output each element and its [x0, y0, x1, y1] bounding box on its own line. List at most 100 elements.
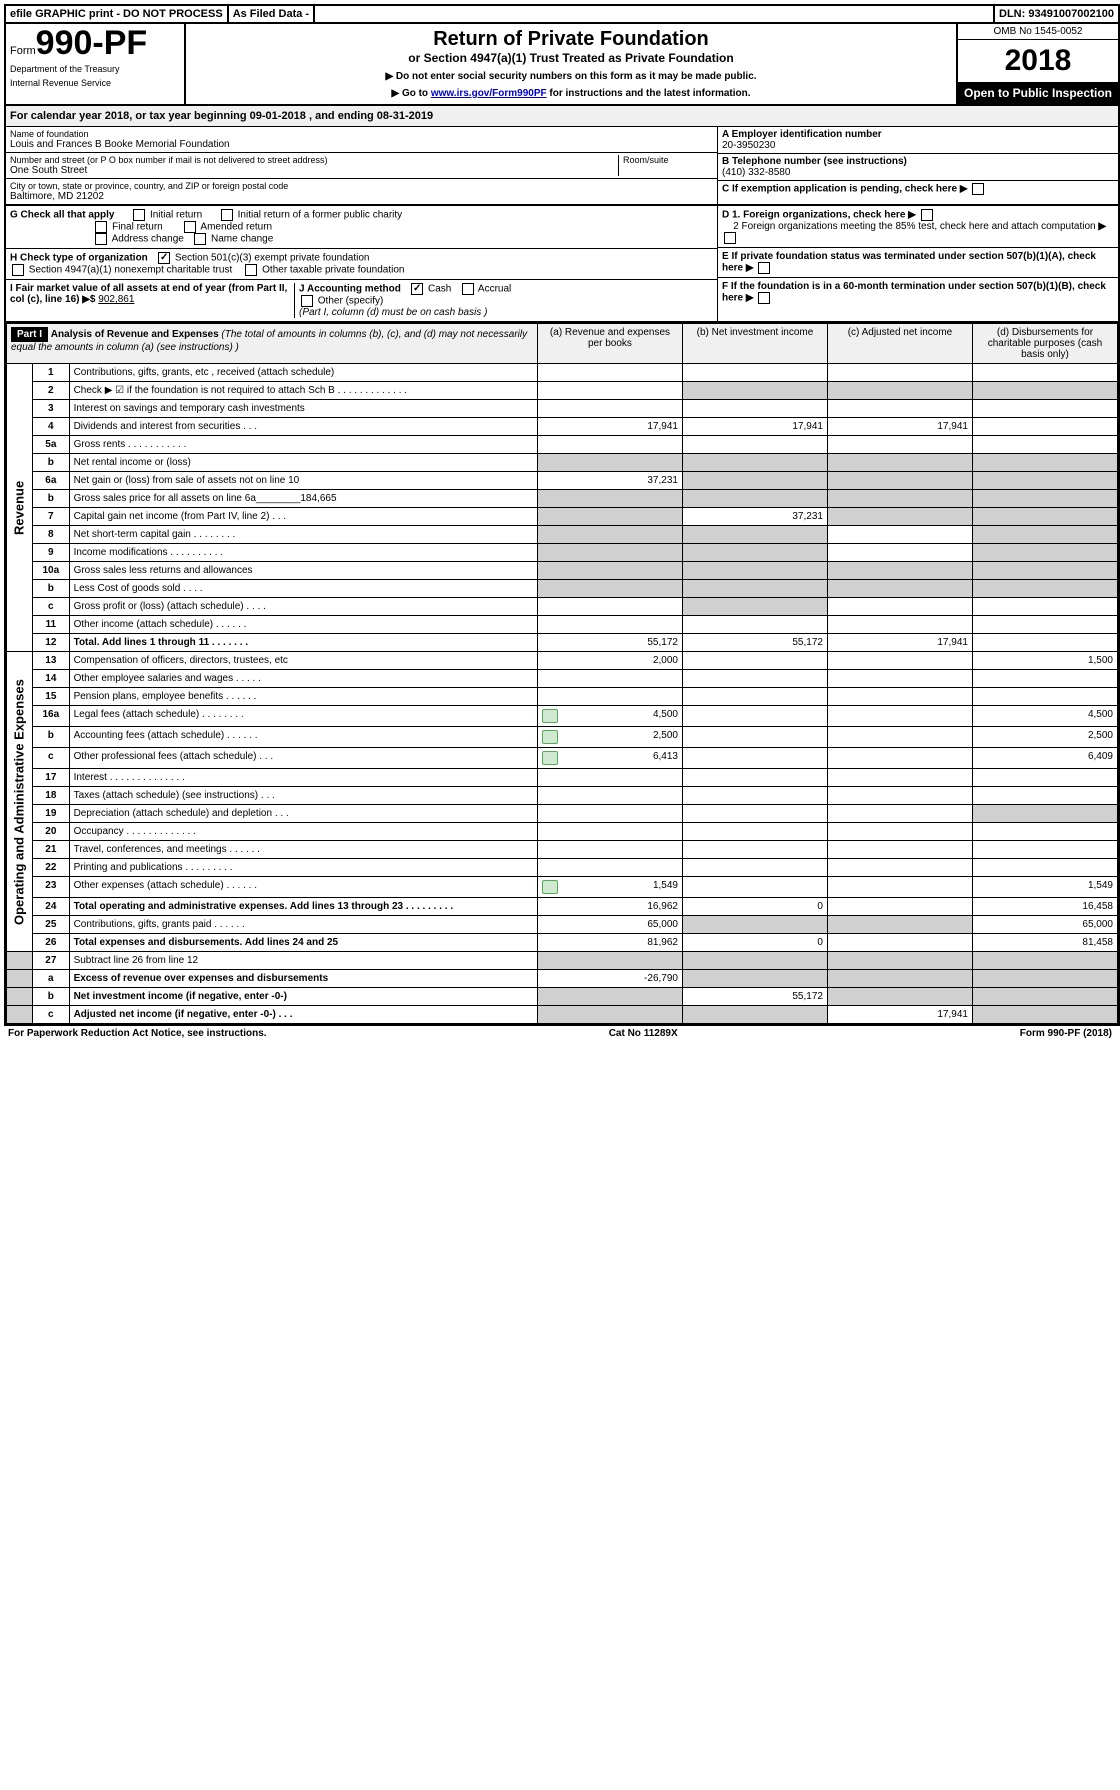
- h1-checkbox[interactable]: ✓: [158, 252, 170, 264]
- line-description: Excess of revenue over expenses and disb…: [69, 970, 537, 988]
- value-cell: [827, 508, 972, 526]
- value-cell: [682, 748, 827, 769]
- value-cell: [682, 652, 827, 670]
- line-description: Other expenses (attach schedule) . . . .…: [69, 877, 537, 898]
- line-number: 23: [33, 877, 70, 898]
- line-description: Gross sales price for all assets on line…: [69, 490, 537, 508]
- city-state-zip: Baltimore, MD 21202: [10, 191, 713, 202]
- value-cell: 6,413: [537, 748, 682, 769]
- value-cell: [537, 988, 682, 1006]
- table-row: 5aGross rents . . . . . . . . . . .: [7, 436, 1118, 454]
- value-cell: [537, 1006, 682, 1024]
- table-row: bNet investment income (if negative, ent…: [7, 988, 1118, 1006]
- value-cell: 37,231: [682, 508, 827, 526]
- entity-info: Name of foundation Louis and Frances B B…: [6, 127, 1118, 206]
- phone: (410) 332-8580: [722, 167, 1114, 178]
- info-right: A Employer identification number 20-3950…: [717, 127, 1118, 204]
- value-cell: [682, 562, 827, 580]
- schedule-icon[interactable]: [542, 730, 558, 744]
- line-description: Other employee salaries and wages . . . …: [69, 670, 537, 688]
- line-number: a: [33, 970, 70, 988]
- form-header: Form990-PF Department of the Treasury In…: [6, 24, 1118, 106]
- line-description: Less Cost of goods sold . . . .: [69, 580, 537, 598]
- value-cell: [682, 787, 827, 805]
- value-cell: 55,172: [537, 634, 682, 652]
- table-row: 4Dividends and interest from securities …: [7, 418, 1118, 436]
- table-row: bLess Cost of goods sold . . . .: [7, 580, 1118, 598]
- cash-checkbox[interactable]: ✓: [411, 283, 423, 295]
- value-cell: [972, 670, 1117, 688]
- line-number: 15: [33, 688, 70, 706]
- line-description: Total. Add lines 1 through 11 . . . . . …: [69, 634, 537, 652]
- line-description: Net gain or (loss) from sale of assets n…: [69, 472, 537, 490]
- value-cell: [972, 634, 1117, 652]
- value-cell: 4,500: [537, 706, 682, 727]
- value-cell: [827, 841, 972, 859]
- line-description: Check ▶ ☑ if the foundation is not requi…: [69, 382, 537, 400]
- dept-irs: Internal Revenue Service: [10, 78, 180, 88]
- inst-2: ▶ Go to www.irs.gov/Form990PF for instru…: [190, 88, 952, 99]
- table-row: 7Capital gain net income (from Part IV, …: [7, 508, 1118, 526]
- value-cell: [682, 670, 827, 688]
- value-cell: [827, 472, 972, 490]
- inst-1: ▶ Do not enter social security numbers o…: [190, 71, 952, 82]
- line-description: Accounting fees (attach schedule) . . . …: [69, 727, 537, 748]
- checks-right: D 1. Foreign organizations, check here ▶…: [717, 206, 1118, 321]
- form-990pf: efile GRAPHIC print - DO NOT PROCESS As …: [4, 4, 1120, 1026]
- efile-notice: efile GRAPHIC print - DO NOT PROCESS: [6, 6, 229, 22]
- line-number: 20: [33, 823, 70, 841]
- form-ref: Form 990-PF (2018): [1020, 1028, 1112, 1039]
- line-number: 3: [33, 400, 70, 418]
- irs-link[interactable]: www.irs.gov/Form990PF: [431, 88, 547, 99]
- col-a-header: (a) Revenue and expenses per books: [537, 324, 682, 364]
- value-cell: [972, 382, 1117, 400]
- table-row: 18Taxes (attach schedule) (see instructi…: [7, 787, 1118, 805]
- schedule-icon[interactable]: [542, 709, 558, 723]
- value-cell: [827, 916, 972, 934]
- value-cell: [682, 544, 827, 562]
- analysis-table: Part I Analysis of Revenue and Expenses …: [6, 323, 1118, 1024]
- schedule-icon[interactable]: [542, 880, 558, 894]
- table-row: bAccounting fees (attach schedule) . . .…: [7, 727, 1118, 748]
- value-cell: [537, 436, 682, 454]
- value-cell: [682, 400, 827, 418]
- line-number: b: [33, 454, 70, 472]
- table-row: cGross profit or (loss) (attach schedule…: [7, 598, 1118, 616]
- table-row: 22Printing and publications . . . . . . …: [7, 859, 1118, 877]
- line-description: Travel, conferences, and meetings . . . …: [69, 841, 537, 859]
- value-cell: [682, 616, 827, 634]
- line-number: c: [33, 1006, 70, 1024]
- value-cell: [827, 823, 972, 841]
- table-row: 15Pension plans, employee benefits . . .…: [7, 688, 1118, 706]
- schedule-icon[interactable]: [542, 751, 558, 765]
- value-cell: [537, 526, 682, 544]
- line-number: b: [33, 727, 70, 748]
- value-cell: [682, 364, 827, 382]
- value-cell: [682, 769, 827, 787]
- line-description: Net short-term capital gain . . . . . . …: [69, 526, 537, 544]
- line-number: 25: [33, 916, 70, 934]
- value-cell: 1,549: [537, 877, 682, 898]
- form-number: 990-PF: [36, 24, 148, 62]
- spacer: [315, 6, 995, 22]
- paperwork-notice: For Paperwork Reduction Act Notice, see …: [8, 1028, 267, 1039]
- value-cell: [682, 382, 827, 400]
- value-cell: [827, 988, 972, 1006]
- room-label: Room/suite: [623, 155, 713, 165]
- value-cell: [972, 544, 1117, 562]
- value-cell: 37,231: [537, 472, 682, 490]
- table-row: 19Depreciation (attach schedule) and dep…: [7, 805, 1118, 823]
- value-cell: [682, 877, 827, 898]
- cat-number: Cat No 11289X: [609, 1028, 678, 1039]
- value-cell: 55,172: [682, 634, 827, 652]
- form-label: Form: [10, 45, 36, 57]
- table-row: 14Other employee salaries and wages . . …: [7, 670, 1118, 688]
- c-checkbox[interactable]: [972, 183, 984, 195]
- value-cell: 17,941: [682, 418, 827, 436]
- value-cell: [537, 508, 682, 526]
- value-cell: [682, 916, 827, 934]
- dln: DLN: 93491007002100: [995, 6, 1118, 22]
- value-cell: [827, 670, 972, 688]
- table-row: Revenue1Contributions, gifts, grants, et…: [7, 364, 1118, 382]
- ein: 20-3950230: [722, 140, 1114, 151]
